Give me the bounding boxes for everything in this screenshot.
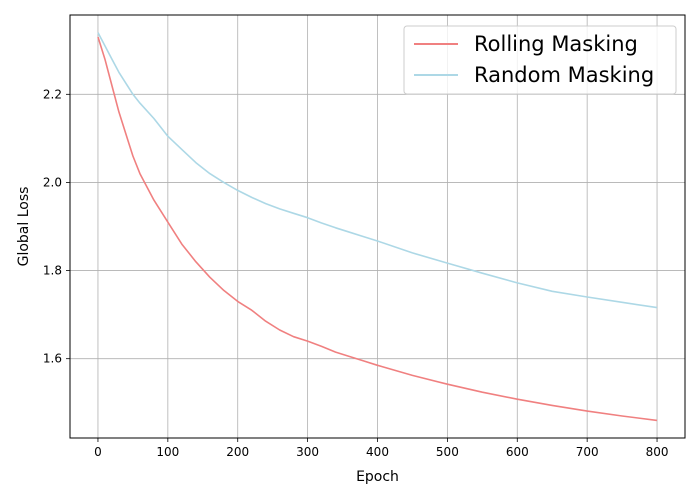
legend-box [403,25,677,95]
x-tick-label: 700 [576,445,599,459]
legend: Rolling Masking Random Masking [403,25,677,95]
x-tick-label: 0 [94,445,102,459]
y-tick-label: 2.0 [43,175,62,189]
series-line-rolling-masking [97,36,658,422]
x-tick-label: 600 [506,445,529,459]
series-line-random-masking [97,32,658,309]
y-axis-label: Global Loss [16,187,32,267]
x-tick-label: 200 [226,445,249,459]
x-tick-label: 800 [646,445,669,459]
series-layer [97,32,658,422]
x-tick-label: 100 [156,445,179,459]
legend-label-random-masking: Random Masking [474,63,654,87]
x-axis-label: Epoch [356,469,399,485]
legend-label-rolling-masking: Rolling Masking [474,32,638,56]
x-tick-label: 300 [296,445,319,459]
y-tick-label: 2.2 [43,87,62,101]
x-tick-label: 400 [366,445,389,459]
x-tick-label: 500 [436,445,459,459]
y-tick-label: 1.8 [43,264,62,278]
y-tick-label: 1.6 [43,352,62,366]
tick-layer: 0 100 200 300 400 500 600 700 800 1.6 1.8 2.0 2.2 [43,87,669,459]
